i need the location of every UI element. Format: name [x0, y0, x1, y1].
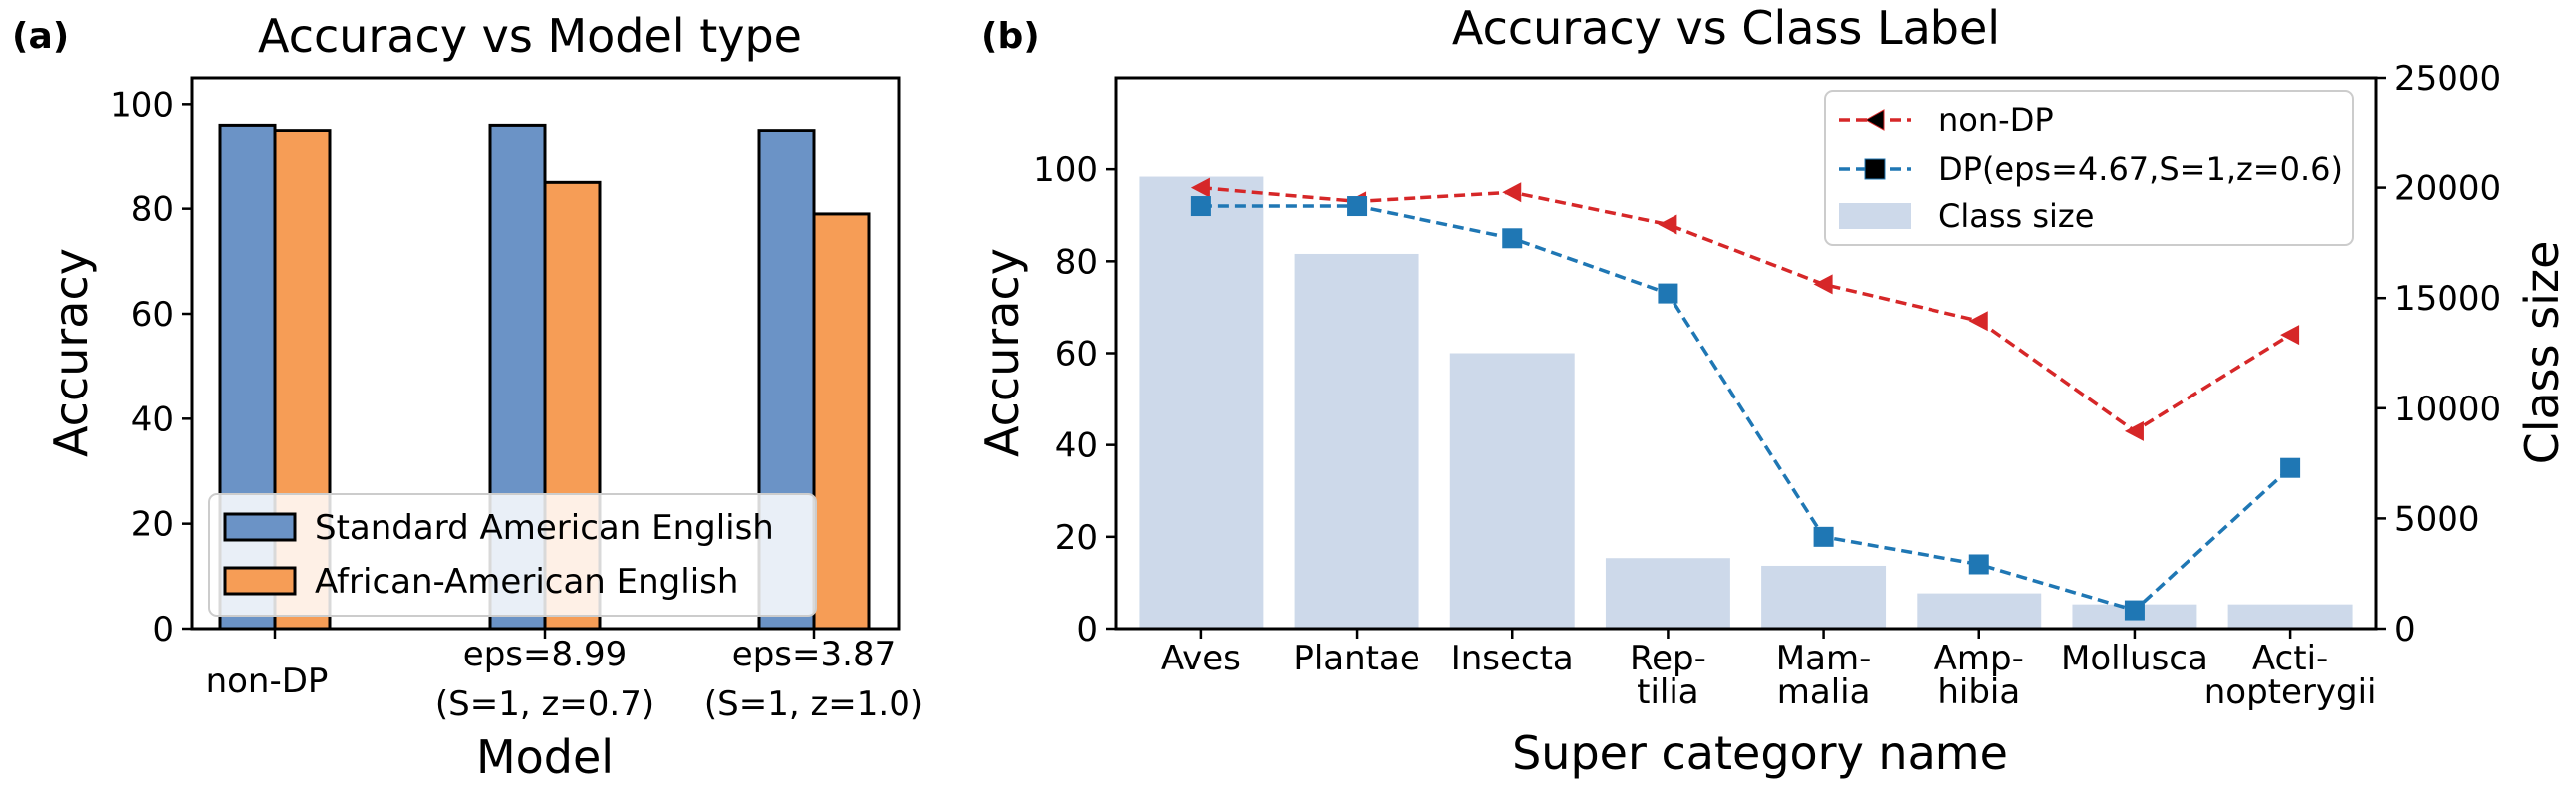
line-non-dp: [1200, 185, 2292, 433]
panel-b-y-axis-label: Accuracy: [975, 248, 1029, 457]
x-tick-label: tilia: [1637, 672, 1699, 712]
right-y-tick-label: 0: [2394, 610, 2416, 650]
legend-label-dp: DP(eps=4.67,S=1,z=0.6): [1938, 150, 2343, 188]
panel-b-right-y-axis-label: Class size: [2515, 241, 2569, 465]
panel-a-x-ticks: non-DP eps=8.99 (S=1, z=0.7) eps=3.87 (S=1, …: [206, 629, 923, 724]
panel-b-legend-box: [1824, 90, 2354, 246]
panel-b-x-axis-label: Super category name: [1512, 726, 2008, 780]
legend-label-non-dp: non-DP: [1938, 101, 2054, 138]
panel-b-title: Accuracy vs Class Label: [1452, 1, 2000, 55]
x-tick-label: eps=8.99: [463, 635, 627, 674]
legend-label-african-american-english: African-American English: [315, 562, 738, 602]
panel-b-legend: non-DP DP(eps=4.67,S=1,z=0.6) Class size: [1824, 90, 2354, 246]
legend-swatch-class-size: [1839, 203, 1911, 229]
point-non-dp-1: [1190, 177, 1210, 198]
panel-a-y-axis-label: Accuracy: [44, 248, 98, 457]
x-tick-label: Amp-: [1934, 639, 2024, 678]
x-tick-label: Aves: [1161, 639, 1241, 678]
legend-swatch-african-american-english: [223, 566, 297, 596]
point-dp-eps-4-67-s-1-z-0-6-6: [1968, 554, 1989, 575]
point-non-dp-4: [1658, 214, 1677, 235]
y-tick-label: 20: [1055, 518, 1098, 558]
x-tick-label: Rep-: [1630, 639, 1706, 678]
point-dp-eps-4-67-s-1-z-0-6-4: [1658, 283, 1678, 304]
y-tick-label: 80: [131, 190, 174, 230]
point-dp-eps-4-67-s-1-z-0-6-3: [1502, 228, 1523, 249]
x-tick-label: Mollusca: [2061, 639, 2208, 678]
right-y-tick-label: 25000: [2394, 59, 2501, 99]
class-size-bar-6: [1917, 593, 2042, 629]
x-tick-label: Plantae: [1293, 639, 1419, 678]
class-size-bar-5: [1761, 565, 1887, 629]
x-tick-label: Acti-: [2252, 639, 2328, 678]
right-y-tick-label: 5000: [2394, 499, 2480, 539]
panel-b-label: (b): [981, 16, 1040, 57]
class-size-bar-3: [1449, 353, 1575, 629]
point-non-dp-6: [1968, 311, 1988, 332]
y-tick-label: 40: [131, 399, 174, 439]
panel-a-y-ticks: 0 20 40 60 80 100: [110, 85, 192, 650]
x-tick-label: Mam-: [1776, 639, 1872, 678]
panel-a-chart: (a) Accuracy vs Model type 020406080100 …: [12, 9, 923, 784]
right-y-tick-label: 20000: [2394, 169, 2501, 209]
point-non-dp-8: [2280, 325, 2300, 346]
class-size-bar-4: [1605, 558, 1730, 629]
class-size-bar-2: [1294, 253, 1419, 629]
panel-b-left-y-ticks: 0 20 40 60 80 100: [1033, 150, 1116, 650]
x-tick-label: eps=3.87: [732, 635, 896, 674]
panel-a-legend-box: [208, 493, 817, 617]
legend-swatch-standard-american-english: [223, 512, 297, 542]
bar-african-american-english-3: [812, 212, 871, 631]
point-non-dp-5: [1813, 274, 1833, 295]
point-non-dp-3: [1502, 182, 1522, 203]
legend-label-class-size: Class size: [1938, 197, 2094, 235]
y-tick-label: 0: [1076, 610, 1098, 650]
panel-a-legend: Standard American English African-Americ…: [208, 493, 817, 617]
panel-b-chart: (b) Accuracy vs Class Label 0 20 40 60 80 100…: [975, 1, 2569, 780]
y-tick-label: 80: [1055, 242, 1098, 282]
panel-b-x-ticks: Aves Plantae Insecta Rep-tilia Mam-malia Amp-…: [1161, 629, 2377, 712]
panel-b-lines: [1190, 177, 2301, 621]
x-tick-label: (S=1, z=0.7): [435, 684, 654, 724]
y-tick-label: 40: [1055, 426, 1098, 466]
panel-a-label: (a): [12, 16, 69, 57]
x-tick-label: (S=1, z=1.0): [704, 684, 923, 724]
right-y-tick-label: 15000: [2394, 279, 2501, 319]
point-dp-eps-4-67-s-1-z-0-6-5: [1813, 526, 1834, 547]
x-tick-label: non-DP: [206, 661, 329, 701]
right-y-tick-label: 10000: [2394, 390, 2501, 429]
panel-b-class-size-bars: [1139, 176, 2353, 630]
y-tick-label: 100: [110, 85, 174, 125]
y-tick-label: 60: [1055, 335, 1098, 375]
panel-b-right-y-ticks: 0 5000 10000 15000 20000 25000: [2376, 59, 2501, 650]
point-dp-eps-4-67-s-1-z-0-6-7: [2124, 600, 2145, 621]
y-tick-label: 0: [152, 610, 174, 650]
class-size-bar-1: [1139, 176, 1264, 630]
point-dp-eps-4-67-s-1-z-0-6-2: [1347, 196, 1368, 217]
legend-marker-triangle-left-icon: [1864, 109, 1885, 131]
x-tick-label: Insecta: [1451, 639, 1574, 678]
x-tick-label: hibia: [1937, 672, 2020, 712]
point-non-dp-7: [2124, 420, 2144, 441]
class-size-bar-8: [2227, 604, 2353, 629]
legend-marker-square-icon: [1864, 158, 1886, 180]
y-tick-label: 20: [131, 505, 174, 545]
x-tick-label: nopterygii: [2204, 672, 2377, 712]
y-tick-label: 60: [131, 295, 174, 335]
y-tick-label: 100: [1033, 150, 1098, 190]
panel-a-title: Accuracy vs Model type: [258, 9, 802, 63]
legend-label-standard-american-english: Standard American English: [315, 508, 774, 548]
point-dp-eps-4-67-s-1-z-0-6-8: [2280, 457, 2301, 478]
x-tick-label: malia: [1777, 672, 1871, 712]
point-dp-eps-4-67-s-1-z-0-6-1: [1190, 196, 1211, 217]
panel-a-x-axis-label: Model: [476, 730, 614, 784]
